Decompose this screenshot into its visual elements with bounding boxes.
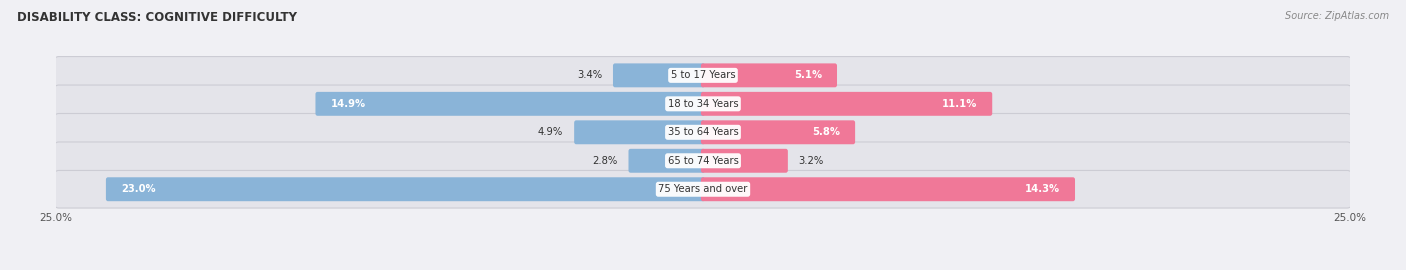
FancyBboxPatch shape	[702, 63, 837, 87]
FancyBboxPatch shape	[702, 177, 1076, 201]
Text: 75 Years and over: 75 Years and over	[658, 184, 748, 194]
FancyBboxPatch shape	[55, 170, 1351, 208]
FancyBboxPatch shape	[55, 113, 1351, 151]
FancyBboxPatch shape	[55, 142, 1351, 180]
Text: 18 to 34 Years: 18 to 34 Years	[668, 99, 738, 109]
Text: 35 to 64 Years: 35 to 64 Years	[668, 127, 738, 137]
FancyBboxPatch shape	[55, 56, 1351, 94]
Text: 14.9%: 14.9%	[330, 99, 366, 109]
FancyBboxPatch shape	[702, 92, 993, 116]
Legend: Male, Female: Male, Female	[647, 267, 759, 270]
FancyBboxPatch shape	[315, 92, 704, 116]
Text: 2.8%: 2.8%	[592, 156, 617, 166]
Text: 65 to 74 Years: 65 to 74 Years	[668, 156, 738, 166]
FancyBboxPatch shape	[55, 85, 1351, 123]
Text: 4.9%: 4.9%	[538, 127, 564, 137]
FancyBboxPatch shape	[628, 149, 704, 173]
FancyBboxPatch shape	[702, 149, 787, 173]
FancyBboxPatch shape	[702, 120, 855, 144]
Text: 5.8%: 5.8%	[813, 127, 841, 137]
Text: DISABILITY CLASS: COGNITIVE DIFFICULTY: DISABILITY CLASS: COGNITIVE DIFFICULTY	[17, 11, 297, 24]
FancyBboxPatch shape	[105, 177, 704, 201]
FancyBboxPatch shape	[613, 63, 704, 87]
Text: 11.1%: 11.1%	[942, 99, 977, 109]
Text: 5 to 17 Years: 5 to 17 Years	[671, 70, 735, 80]
Text: 3.2%: 3.2%	[799, 156, 824, 166]
FancyBboxPatch shape	[574, 120, 704, 144]
Text: Source: ZipAtlas.com: Source: ZipAtlas.com	[1285, 11, 1389, 21]
Text: 3.4%: 3.4%	[576, 70, 602, 80]
Text: 5.1%: 5.1%	[794, 70, 823, 80]
Text: 23.0%: 23.0%	[121, 184, 156, 194]
Text: 14.3%: 14.3%	[1025, 184, 1060, 194]
